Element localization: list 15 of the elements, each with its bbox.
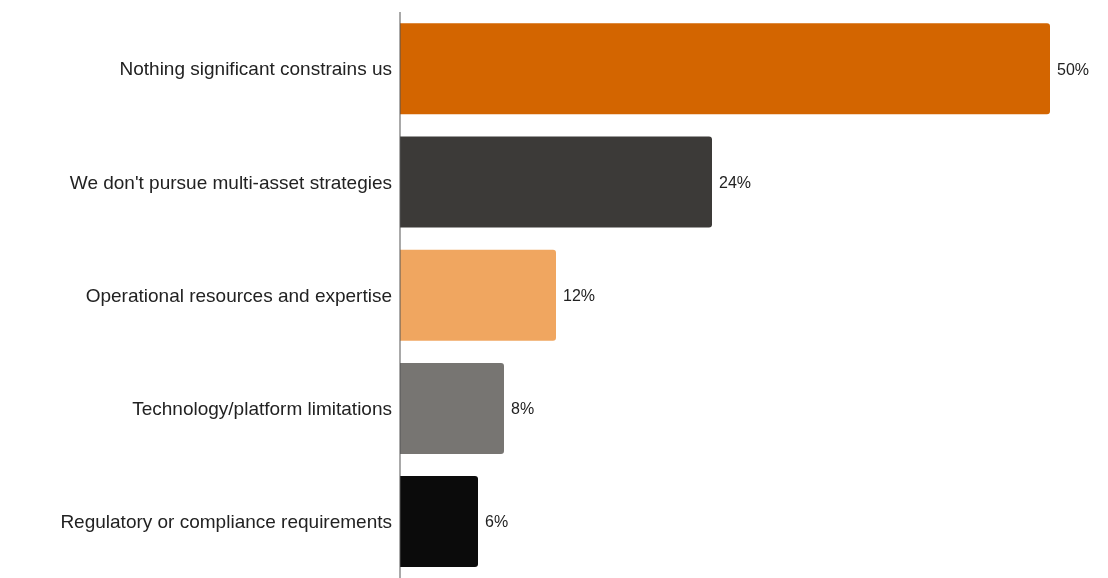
- y-tick-label: Technology/platform limitations: [132, 397, 392, 419]
- y-tick-label: Operational resources and expertise: [85, 284, 392, 306]
- y-tick-label: We don't pursue multi-asset strategies: [69, 171, 392, 193]
- data-label: 50%: [1057, 60, 1090, 78]
- bar: [400, 23, 1050, 115]
- data-label: 12%: [563, 286, 596, 304]
- bar: [400, 136, 712, 228]
- data-label: 24%: [719, 173, 752, 191]
- bar: [400, 249, 556, 341]
- bar: [400, 362, 504, 454]
- bar: [400, 476, 478, 568]
- y-tick-label: Regulatory or compliance requirements: [60, 511, 392, 533]
- y-tick-label: Nothing significant constrains us: [119, 58, 392, 80]
- data-label: 6%: [485, 513, 509, 531]
- data-label: 8%: [511, 400, 535, 418]
